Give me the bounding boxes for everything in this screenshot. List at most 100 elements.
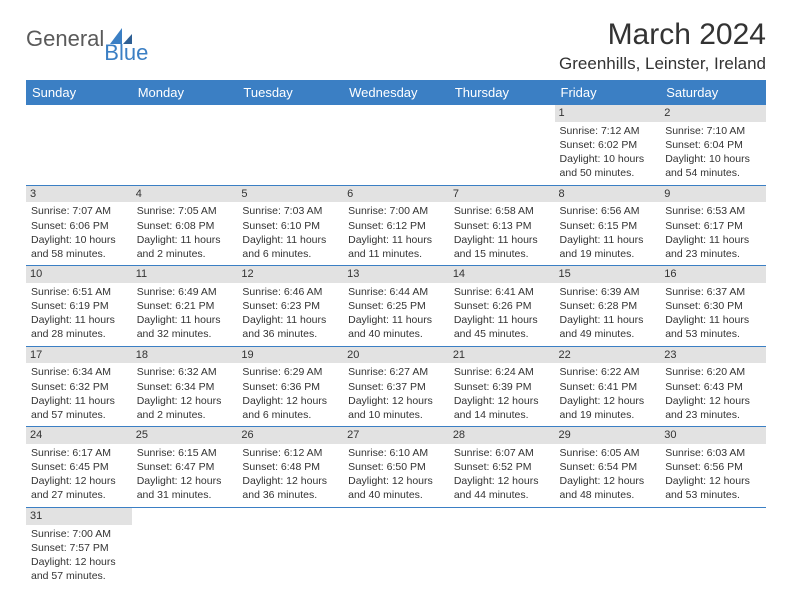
day-number: 10 [26, 266, 132, 283]
daylight1-text: Daylight: 12 hours [137, 394, 233, 408]
daylight2-text: and 6 minutes. [242, 408, 338, 422]
sunrise-text: Sunrise: 7:10 AM [665, 124, 761, 138]
calendar-day-cell: 13Sunrise: 6:44 AMSunset: 6:25 PMDayligh… [343, 266, 449, 347]
calendar-week-row: 3Sunrise: 7:07 AMSunset: 6:06 PMDaylight… [26, 185, 766, 266]
day-number: 6 [343, 186, 449, 203]
daylight1-text: Daylight: 12 hours [665, 394, 761, 408]
calendar-day-cell: 23Sunrise: 6:20 AMSunset: 6:43 PMDayligh… [660, 346, 766, 427]
daylight2-text: and 57 minutes. [31, 569, 127, 583]
sunset-text: Sunset: 6:52 PM [454, 460, 550, 474]
day-number: 7 [449, 186, 555, 203]
calendar-day-cell: 21Sunrise: 6:24 AMSunset: 6:39 PMDayligh… [449, 346, 555, 427]
calendar-day-cell [555, 507, 661, 587]
header: General Blue March 2024 Greenhills, Lein… [26, 18, 766, 74]
sunset-text: Sunset: 6:54 PM [560, 460, 656, 474]
sunset-text: Sunset: 6:15 PM [560, 219, 656, 233]
calendar-week-row: 10 Sunrise: 6:51 AMSunset: 6:19 PM Dayligh… [26, 266, 766, 347]
sunrise-text: Sunrise: 6:39 AM [560, 285, 656, 299]
logo-text-blue: Blue [104, 40, 148, 66]
weekday-header: Monday [132, 80, 238, 105]
calendar-day-cell: 5Sunrise: 7:03 AMSunset: 6:10 PMDaylight… [237, 185, 343, 266]
day-number: 21 [449, 347, 555, 364]
daylight1-text: Daylight: 11 hours [137, 313, 233, 327]
daylight2-text: and 54 minutes. [665, 166, 761, 180]
day-number: 14 [449, 266, 555, 283]
day-number: 11 [132, 266, 238, 283]
daylight2-text: and 40 minutes. [348, 327, 444, 341]
day-number: 17 [26, 347, 132, 364]
sunrise-text: Sunrise: 7:12 AM [560, 124, 656, 138]
day-number: 1 [555, 105, 661, 122]
day-number: 18 [132, 347, 238, 364]
calendar-day-cell: 19Sunrise: 6:29 AMSunset: 6:36 PMDayligh… [237, 346, 343, 427]
sunset-text: Sunset: 6:45 PM [31, 460, 127, 474]
calendar-day-cell: 22Sunrise: 6:22 AMSunset: 6:41 PMDayligh… [555, 346, 661, 427]
daylight2-text: and 53 minutes. [665, 488, 761, 502]
calendar-day-cell: 31Sunrise: 7:00 AMSunset: 7:57 PMDayligh… [26, 507, 132, 587]
sunrise-text: Sunrise: 6:58 AM [454, 204, 550, 218]
day-number: 19 [237, 347, 343, 364]
daylight2-text: and 23 minutes. [665, 247, 761, 261]
calendar-day-cell: 14Sunrise: 6:41 AMSunset: 6:26 PMDayligh… [449, 266, 555, 347]
sunset-text: Sunset: 6:37 PM [348, 380, 444, 394]
calendar-day-cell [132, 105, 238, 185]
calendar-day-cell: 6Sunrise: 7:00 AMSunset: 6:12 PMDaylight… [343, 185, 449, 266]
daylight2-text: and 2 minutes. [137, 247, 233, 261]
weekday-header-row: SundayMondayTuesdayWednesdayThursdayFrid… [26, 80, 766, 105]
daylight1-text: Daylight: 12 hours [31, 474, 127, 488]
day-number: 2 [660, 105, 766, 122]
sunset-text: Sunset: 6:28 PM [560, 299, 656, 313]
daylight1-text: Daylight: 12 hours [560, 394, 656, 408]
daylight1-text: Daylight: 11 hours [242, 313, 338, 327]
daylight1-text: Daylight: 12 hours [454, 394, 550, 408]
sunset-text: Sunset: 6:48 PM [242, 460, 338, 474]
daylight1-text: Daylight: 12 hours [348, 474, 444, 488]
sunset-text: Sunset: 6:30 PM [665, 299, 761, 313]
day-number: 9 [660, 186, 766, 203]
calendar-day-cell: 17Sunrise: 6:34 AMSunset: 6:32 PMDayligh… [26, 346, 132, 427]
sunrise-text: Sunrise: 7:07 AM [31, 204, 127, 218]
calendar-week-row: 1Sunrise: 7:12 AMSunset: 6:02 PMDaylight… [26, 105, 766, 185]
daylight1-text: Daylight: 12 hours [242, 474, 338, 488]
weekday-header: Friday [555, 80, 661, 105]
day-number: 13 [343, 266, 449, 283]
calendar-day-cell: 20Sunrise: 6:27 AMSunset: 6:37 PMDayligh… [343, 346, 449, 427]
sunrise-text: Sunrise: 6:10 AM [348, 446, 444, 460]
calendar-day-cell: 4Sunrise: 7:05 AMSunset: 6:08 PMDaylight… [132, 185, 238, 266]
calendar-day-cell: 2Sunrise: 7:10 AMSunset: 6:04 PMDaylight… [660, 105, 766, 185]
sunset-text: Sunset: 6:43 PM [665, 380, 761, 394]
sunset-text: Sunset: 6:13 PM [454, 219, 550, 233]
day-number: 30 [660, 427, 766, 444]
calendar-day-cell: 11Sunrise: 6:49 AMSunset: 6:21 PMDayligh… [132, 266, 238, 347]
calendar-day-cell: 16Sunrise: 6:37 AMSunset: 6:30 PMDayligh… [660, 266, 766, 347]
day-number: 3 [26, 186, 132, 203]
calendar-day-cell: 24Sunrise: 6:17 AMSunset: 6:45 PMDayligh… [26, 427, 132, 508]
sunrise-text: Sunrise: 6:32 AM [137, 365, 233, 379]
daylight1-text: Daylight: 12 hours [665, 474, 761, 488]
weekday-header: Thursday [449, 80, 555, 105]
daylight2-text: and 6 minutes. [242, 247, 338, 261]
daylight2-text: and 2 minutes. [137, 408, 233, 422]
daylight2-text: and 49 minutes. [560, 327, 656, 341]
calendar-day-cell: 1Sunrise: 7:12 AMSunset: 6:02 PMDaylight… [555, 105, 661, 185]
weekday-header: Tuesday [237, 80, 343, 105]
daylight1-text: Daylight: 11 hours [31, 394, 127, 408]
daylight2-text: and 57 minutes. [31, 408, 127, 422]
daylight2-text: and 36 minutes. [242, 327, 338, 341]
calendar-day-cell: 3Sunrise: 7:07 AMSunset: 6:06 PMDaylight… [26, 185, 132, 266]
sunrise-text: Sunrise: 6:51 AM [31, 285, 127, 299]
calendar-day-cell [343, 507, 449, 587]
calendar-day-cell: 10Sunrise: 6:51 AMSunset: 6:19 PMDayligh… [26, 266, 132, 347]
sunrise-text: Sunrise: 6:07 AM [454, 446, 550, 460]
daylight2-text: and 45 minutes. [454, 327, 550, 341]
sunrise-text: Sunrise: 6:15 AM [137, 446, 233, 460]
sunrise-text: Sunrise: 6:24 AM [454, 365, 550, 379]
logo-text-general: General [26, 26, 104, 52]
day-number: 5 [237, 186, 343, 203]
daylight1-text: Daylight: 11 hours [560, 233, 656, 247]
daylight1-text: Daylight: 11 hours [665, 233, 761, 247]
sunset-text: Sunset: 6:32 PM [31, 380, 127, 394]
calendar-day-cell: 28Sunrise: 6:07 AMSunset: 6:52 PMDayligh… [449, 427, 555, 508]
daylight2-text: and 11 minutes. [348, 247, 444, 261]
sunset-text: Sunset: 6:19 PM [31, 299, 127, 313]
